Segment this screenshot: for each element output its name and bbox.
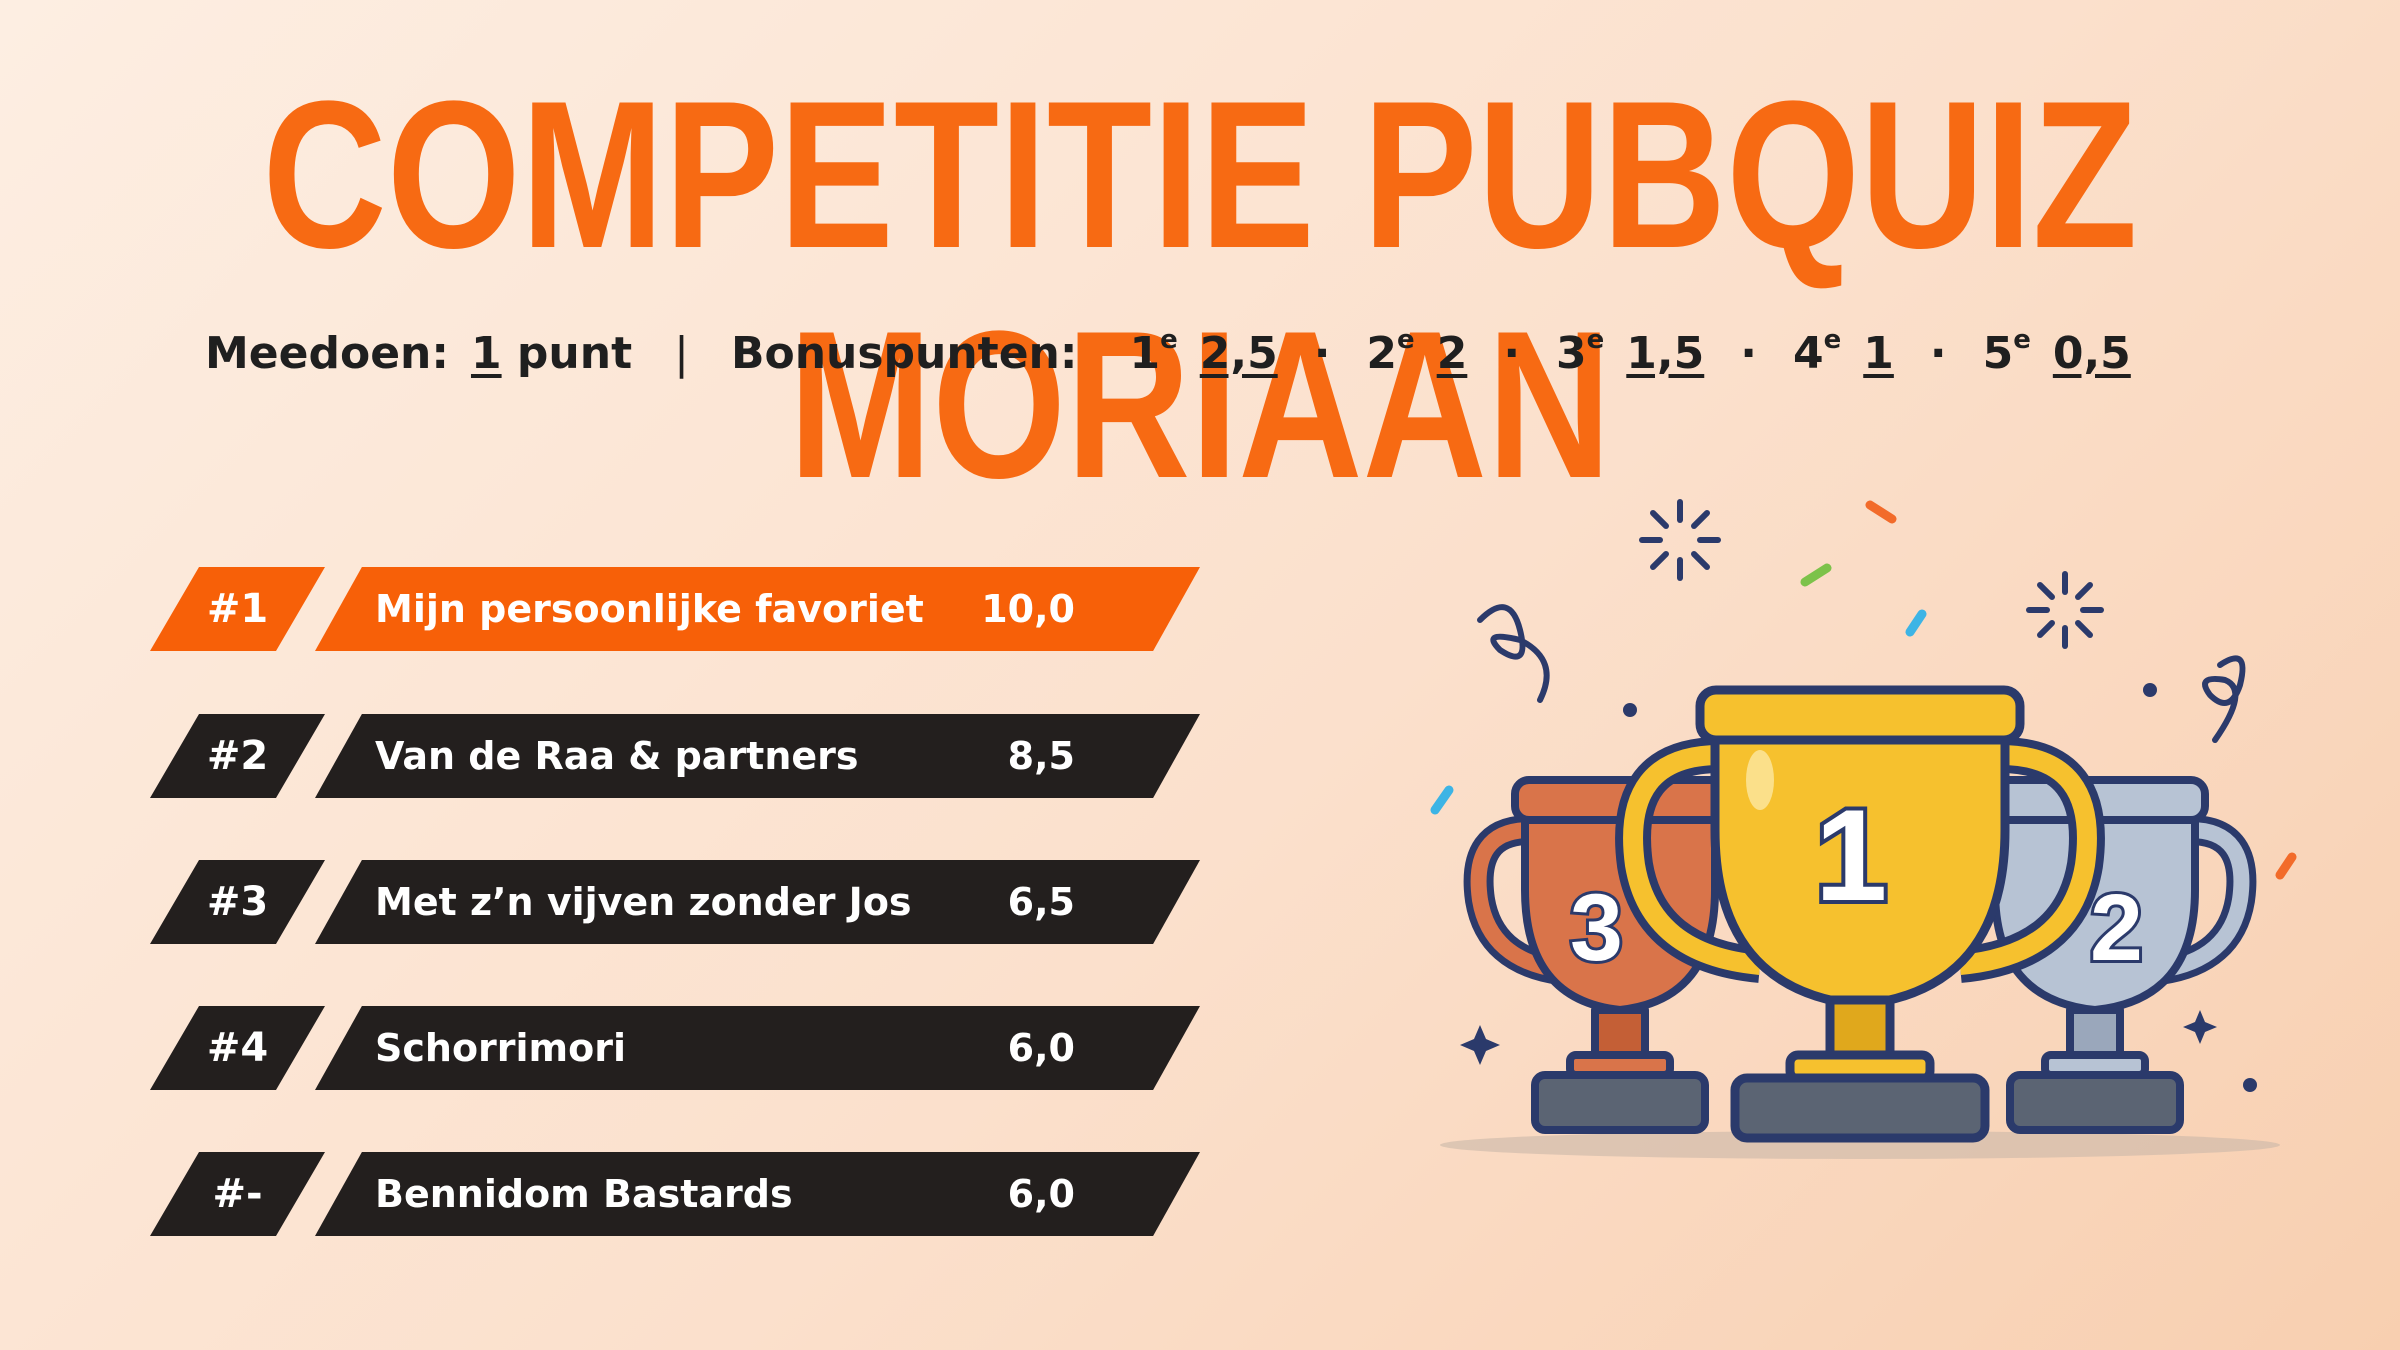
team-bar: Van de Raa & partners 8,5 [315, 714, 1200, 798]
rank-badge: #- [150, 1152, 325, 1236]
bonus-place-5: 5e [1982, 324, 2031, 379]
bullet-separator: · [1503, 327, 1521, 379]
standings-row-2: #2 Van de Raa & partners 8,5 [150, 714, 1200, 798]
bonus-points-4: 1 [1863, 327, 1894, 379]
second-place-label: 2 [2090, 875, 2143, 981]
bonus-place-4: 4e [1792, 324, 1842, 379]
participation-value: 1 [470, 327, 502, 379]
rank-badge: #2 [150, 714, 325, 798]
team-name: Mijn persoonlijke favoriet [375, 587, 924, 631]
team-score: 6,0 [1007, 1172, 1075, 1216]
team-score: 6,0 [1007, 1026, 1075, 1070]
standings-row-4: #4 Schorrimori 6,0 [150, 1006, 1200, 1090]
rank-badge: #4 [150, 1006, 325, 1090]
team-name: Schorrimori [375, 1026, 627, 1070]
team-bar: Mijn persoonlijke favoriet 10,0 [315, 567, 1200, 651]
bonus-points-2: 2 [1436, 327, 1468, 379]
bonus-place-1: 1e [1129, 324, 1178, 379]
page-title: COMPETITIE PUBQUIZ MORIAAN [262, 57, 2138, 522]
team-score: 6,5 [1007, 880, 1075, 924]
team-score: 10,0 [981, 587, 1075, 631]
rank-badge: #1 [150, 567, 325, 651]
team-name: Met z’n vijven zonder Jos [375, 880, 912, 924]
bonus-points-3: 1,5 [1626, 327, 1705, 379]
bonus-label: Bonuspunten: [730, 327, 1078, 379]
bonus-place-2: 2e [1366, 324, 1415, 379]
bonus-points-5: 0,5 [2052, 327, 2131, 379]
scoring-separator: | [674, 327, 689, 379]
participation-label: Meedoen: [205, 327, 449, 379]
team-name: Bennidom Bastards [375, 1172, 793, 1216]
team-bar: Schorrimori 6,0 [315, 1006, 1200, 1090]
team-name: Van de Raa & partners [375, 734, 859, 778]
standings-row-1: #1 Mijn persoonlijke favoriet 10,0 [150, 567, 1200, 651]
rank-badge: #3 [150, 860, 325, 944]
bullet-separator: · [1740, 327, 1757, 379]
team-bar: Bennidom Bastards 6,0 [315, 1152, 1200, 1236]
bonus-place-3: 3e [1556, 324, 1605, 379]
bonus-points-1: 2,5 [1199, 327, 1278, 379]
scoring-line: Meedoen: 1 punt | Bonuspunten: 1e 2,5 · … [205, 318, 2205, 388]
standings-row-3: #3 Met z’n vijven zonder Jos 6,5 [150, 860, 1200, 944]
standings-row-5: #- Bennidom Bastards 6,0 [150, 1152, 1200, 1236]
participation-unit: punt [516, 327, 633, 379]
team-bar: Met z’n vijven zonder Jos 6,5 [315, 860, 1200, 944]
third-place-label: 3 [1570, 875, 1623, 981]
team-score: 8,5 [1007, 734, 1075, 778]
trophy-podium-icon: 3 2 1 [1430, 499, 2297, 1159]
bullet-separator: · [1313, 327, 1331, 379]
bullet-separator: · [1929, 327, 1947, 379]
first-place-label: 1 [1815, 782, 1887, 928]
